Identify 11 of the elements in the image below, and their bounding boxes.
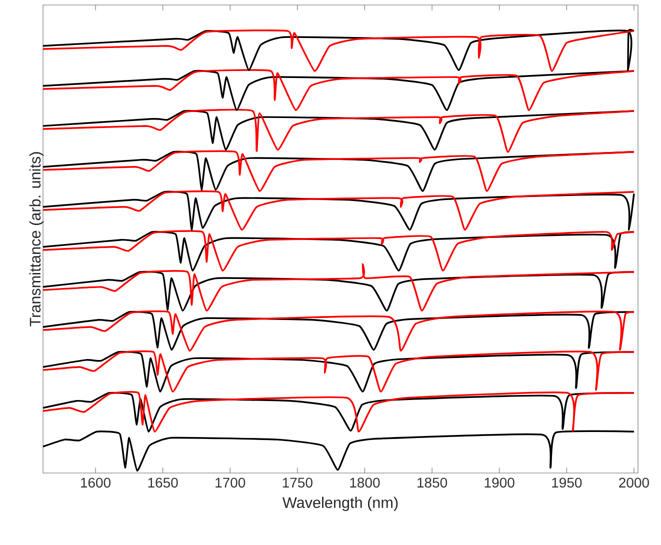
y-axis-title: Transmittance (arb. units) bbox=[29, 152, 44, 326]
x-tick-label: 1900 bbox=[484, 478, 514, 488]
x-tick-label: 1850 bbox=[418, 478, 448, 488]
x-tick-label: 1800 bbox=[350, 478, 380, 488]
x-tick-label: 1950 bbox=[552, 478, 582, 488]
x-tick-label: 1600 bbox=[81, 478, 111, 488]
x-tick-label: 1750 bbox=[282, 478, 312, 488]
x-tick-label: 2000 bbox=[619, 478, 649, 488]
x-axis-title: Wavelength (nm) bbox=[282, 496, 398, 512]
x-tick-label: 1650 bbox=[148, 478, 178, 488]
x-tick-label: 1700 bbox=[216, 478, 246, 488]
